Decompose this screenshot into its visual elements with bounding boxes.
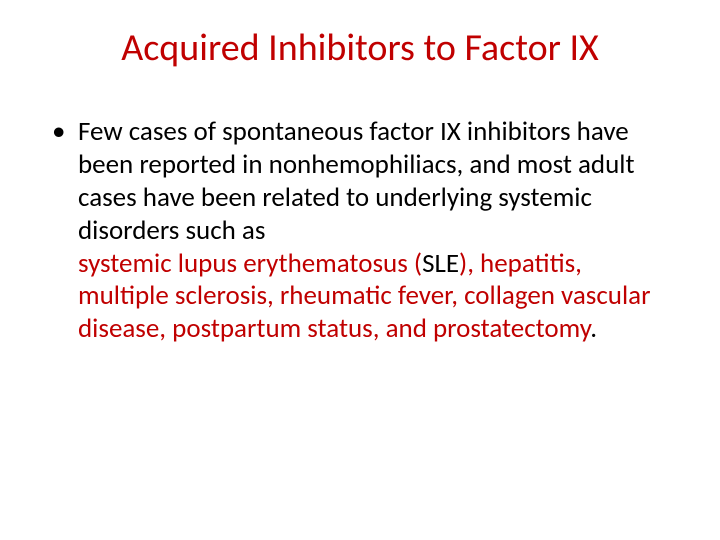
bullet-period: . (590, 312, 597, 345)
bullet-list: Few cases of spontaneous factor IX inhib… (48, 116, 672, 347)
bullet-cont-pre: systemic lupus erythematosus ( (78, 247, 422, 280)
bullet-item: Few cases of spontaneous factor IX inhib… (48, 116, 672, 347)
bullet-sle: SLE (422, 247, 459, 280)
slide-body: Few cases of spontaneous factor IX inhib… (48, 116, 672, 347)
title-text: Acquired Inhibitors to Factor IX (121, 25, 599, 71)
slide-title: Acquired Inhibitors to Factor IX (48, 28, 672, 70)
slide: Acquired Inhibitors to Factor IX Few cas… (0, 0, 720, 540)
bullet-lead: Few cases of spontaneous factor IX inhib… (78, 115, 635, 247)
